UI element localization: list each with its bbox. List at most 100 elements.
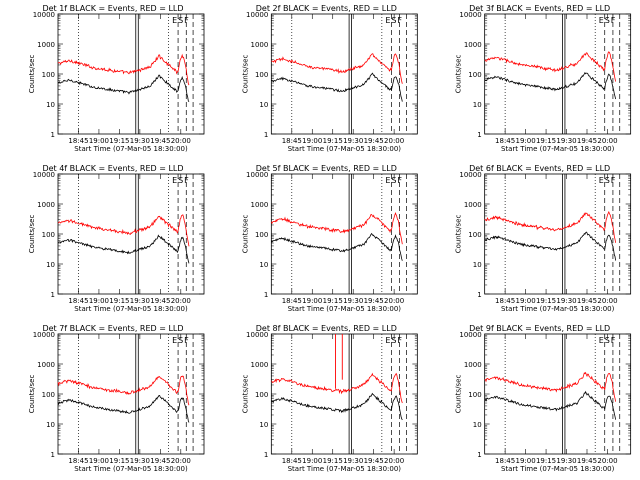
marker-f: F	[184, 176, 189, 185]
x-tick-label: 19:00	[89, 457, 109, 465]
marker-s: S	[178, 176, 183, 185]
plot-frame	[57, 13, 205, 135]
x-axis-label: Start Time (07-Mar-05 18:30:00)	[501, 465, 615, 473]
marker-e: E	[385, 336, 390, 345]
x-tick-label: 19:30	[130, 137, 150, 145]
y-tick-label: 10000	[33, 171, 55, 179]
y-tick-label: 1000	[464, 361, 482, 369]
marker-e: E	[172, 336, 177, 345]
panel-title: Det 9f BLACK = Events, RED = LLD	[469, 324, 610, 333]
y-tick-label: 1	[264, 131, 268, 139]
plot-frame	[484, 173, 632, 295]
detector-panel-7: Det 7f BLACK = Events, RED = LLD 1 10 100 10…	[28, 324, 205, 473]
x-tick-label: 18:45	[282, 457, 302, 465]
series-lld-line	[270, 211, 403, 245]
series-events-line	[484, 390, 617, 420]
plot-frame	[57, 333, 205, 455]
series-lld-line	[271, 372, 403, 404]
marker-f: F	[184, 336, 189, 345]
plot-frame	[270, 173, 418, 295]
marker-e: E	[599, 336, 604, 345]
x-tick-label: 20:00	[384, 297, 404, 305]
y-tick-label: 100	[468, 391, 481, 399]
y-tick-label: 10	[259, 101, 268, 109]
marker-e: E	[172, 16, 177, 25]
x-tick-label: 19:15	[536, 457, 556, 465]
y-tick-label: 1000	[37, 361, 55, 369]
marker-e: E	[599, 16, 604, 25]
y-tick-label: 100	[468, 231, 481, 239]
y-tick-label: 1000	[37, 201, 55, 209]
detector-panel-3: Det 3f BLACK = Events, RED = LLD 1 10 100 10…	[455, 4, 632, 153]
panel-title: Det 1f BLACK = Events, RED = LLD	[42, 4, 183, 13]
x-tick-label: 18:45	[282, 297, 302, 305]
marker-s: S	[178, 336, 183, 345]
series-events-line	[271, 392, 403, 421]
y-tick-label: 10000	[459, 331, 481, 339]
y-tick-label: 1	[264, 451, 268, 459]
x-tick-label: 18:45	[68, 297, 88, 305]
marker-e: E	[385, 176, 390, 185]
x-tick-label: 19:00	[516, 457, 536, 465]
x-tick-label: 20:00	[597, 137, 617, 145]
x-tick-label: 19:30	[556, 457, 576, 465]
panel-title: Det 3f BLACK = Events, RED = LLD	[469, 4, 610, 13]
x-tick-label: 20:00	[171, 297, 191, 305]
marker-f: F	[611, 336, 616, 345]
x-tick-label: 19:15	[323, 457, 343, 465]
x-axis-label: Start Time (07-Mar-05 18:30:00)	[74, 145, 188, 153]
series-lld-line	[484, 51, 617, 82]
y-tick-label: 1	[477, 291, 481, 299]
y-tick-label: 10	[473, 101, 482, 109]
y-tick-label: 10	[473, 421, 482, 429]
y-axis-label: Counts/sec	[455, 215, 463, 254]
y-tick-label: 1000	[464, 41, 482, 49]
panel-title: Det 4f BLACK = Events, RED = LLD	[42, 164, 183, 173]
y-tick-label: 1000	[37, 41, 55, 49]
marker-s: S	[391, 336, 396, 345]
y-tick-label: 10000	[33, 331, 55, 339]
y-tick-label: 1	[477, 451, 481, 459]
y-axis-label: Counts/sec	[28, 55, 36, 94]
marker-e: E	[172, 176, 177, 185]
y-tick-label: 1	[477, 131, 481, 139]
marker-s: S	[391, 16, 396, 25]
y-tick-label: 100	[42, 391, 55, 399]
x-tick-label: 19:30	[130, 297, 150, 305]
x-tick-label: 19:00	[89, 297, 109, 305]
detector-panel-2: Det 2f BLACK = Events, RED = LLD 1 10 100 10…	[241, 4, 418, 153]
x-tick-label: 19:45	[577, 457, 597, 465]
detector-panel-9: Det 9f BLACK = Events, RED = LLD 1 10 100 10…	[455, 324, 632, 473]
x-tick-label: 19:45	[150, 137, 170, 145]
x-tick-label: 19:30	[343, 457, 363, 465]
series-events-line	[57, 74, 190, 103]
x-tick-label: 18:45	[495, 457, 515, 465]
detector-panel-6: Det 6f BLACK = Events, RED = LLD 1 10 100 10…	[455, 164, 632, 313]
plot-frame	[270, 13, 418, 135]
y-tick-label: 10	[473, 261, 482, 269]
y-axis-label: Counts/sec	[241, 215, 249, 254]
y-tick-label: 10000	[246, 331, 268, 339]
series-lld-line	[57, 214, 190, 247]
y-tick-label: 10	[46, 421, 55, 429]
x-tick-label: 18:45	[495, 137, 515, 145]
y-tick-label: 10	[46, 261, 55, 269]
plot-frame	[484, 333, 632, 455]
series-lld-line	[484, 371, 617, 402]
x-tick-label: 19:00	[516, 137, 536, 145]
y-tick-label: 10000	[33, 11, 55, 19]
y-tick-label: 1000	[464, 201, 482, 209]
plot-frame	[270, 333, 418, 455]
x-axis-label: Start Time (07-Mar-05 18:30:00)	[288, 465, 402, 473]
x-tick-label: 19:00	[302, 137, 322, 145]
y-tick-label: 100	[255, 231, 268, 239]
x-tick-label: 20:00	[597, 457, 617, 465]
y-axis-label: Counts/sec	[28, 215, 36, 254]
marker-s: S	[605, 176, 610, 185]
x-tick-label: 19:30	[343, 137, 363, 145]
detector-panel-5: Det 5f BLACK = Events, RED = LLD 1 10 100 10…	[241, 164, 418, 313]
x-tick-label: 18:45	[68, 137, 88, 145]
x-tick-label: 19:15	[323, 297, 343, 305]
series-events-line	[271, 72, 403, 102]
